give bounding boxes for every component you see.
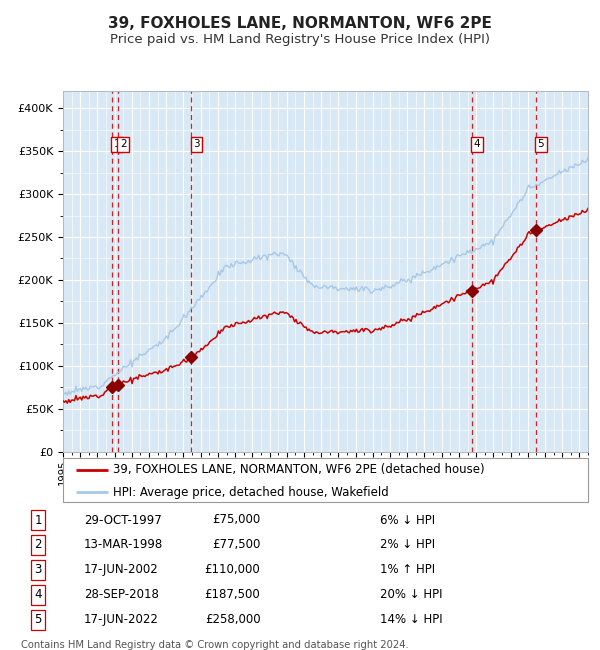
Text: 2: 2 <box>120 139 127 150</box>
Text: £110,000: £110,000 <box>205 564 260 577</box>
Text: 4: 4 <box>34 588 42 601</box>
Text: 13-MAR-1998: 13-MAR-1998 <box>84 538 163 551</box>
Text: 20% ↓ HPI: 20% ↓ HPI <box>380 588 443 601</box>
Text: Price paid vs. HM Land Registry's House Price Index (HPI): Price paid vs. HM Land Registry's House … <box>110 32 490 46</box>
Text: Contains HM Land Registry data © Crown copyright and database right 2024.
This d: Contains HM Land Registry data © Crown c… <box>21 640 409 650</box>
Text: 3: 3 <box>34 564 42 577</box>
Text: 29-OCT-1997: 29-OCT-1997 <box>84 514 161 526</box>
Text: 39, FOXHOLES LANE, NORMANTON, WF6 2PE: 39, FOXHOLES LANE, NORMANTON, WF6 2PE <box>108 16 492 31</box>
Text: 5: 5 <box>538 139 544 150</box>
Text: 14% ↓ HPI: 14% ↓ HPI <box>380 614 443 627</box>
Text: 17-JUN-2002: 17-JUN-2002 <box>84 564 158 577</box>
Text: £187,500: £187,500 <box>205 588 260 601</box>
Text: 1: 1 <box>34 514 42 526</box>
Text: 28-SEP-2018: 28-SEP-2018 <box>84 588 158 601</box>
Text: 39, FOXHOLES LANE, NORMANTON, WF6 2PE (detached house): 39, FOXHOLES LANE, NORMANTON, WF6 2PE (d… <box>113 463 485 476</box>
Text: 6% ↓ HPI: 6% ↓ HPI <box>380 514 435 526</box>
Text: 17-JUN-2022: 17-JUN-2022 <box>84 614 158 627</box>
Text: 3: 3 <box>193 139 200 150</box>
Text: 2% ↓ HPI: 2% ↓ HPI <box>380 538 435 551</box>
Text: 5: 5 <box>34 614 42 627</box>
Text: 1% ↑ HPI: 1% ↑ HPI <box>380 564 435 577</box>
Text: 2: 2 <box>34 538 42 551</box>
Text: £258,000: £258,000 <box>205 614 260 627</box>
Text: 1: 1 <box>113 139 120 150</box>
Text: £75,000: £75,000 <box>212 514 260 526</box>
Text: £77,500: £77,500 <box>212 538 260 551</box>
Text: 4: 4 <box>473 139 480 150</box>
Text: HPI: Average price, detached house, Wakefield: HPI: Average price, detached house, Wake… <box>113 486 389 499</box>
